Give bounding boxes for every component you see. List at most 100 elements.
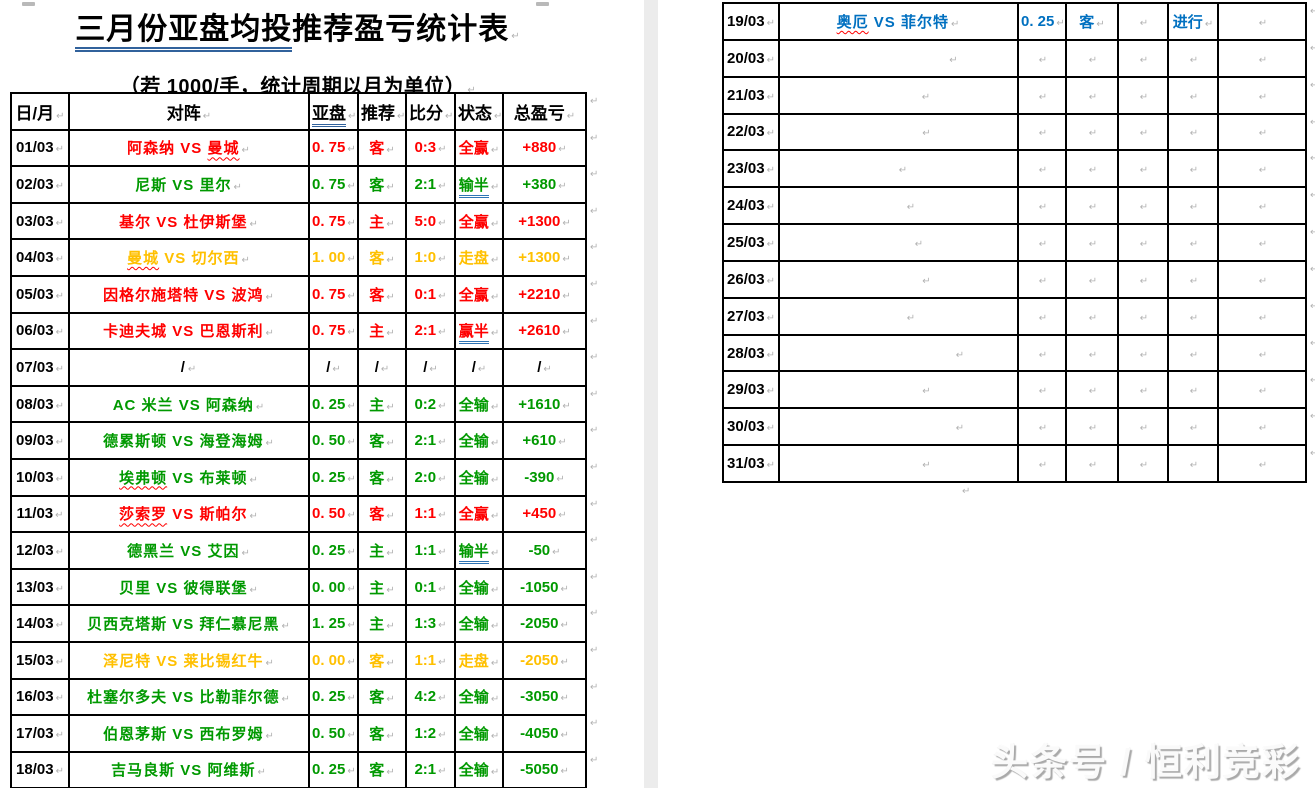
status-label: 全输 [458, 396, 489, 414]
total-value: +1300 [518, 212, 561, 230]
cell-total: ↵ [1217, 223, 1307, 262]
total-value: +1610 [518, 395, 561, 413]
end-of-row-mark: ↵ [1310, 79, 1315, 91]
cell-handicap-value: / [326, 358, 331, 376]
cell-status: ↵ [1167, 444, 1219, 483]
cell-date: 13/03 ↵ [10, 567, 70, 607]
team2-label: 布莱顿 [199, 469, 248, 487]
end-of-cell-mark: ↵ [558, 180, 567, 192]
end-of-cell-mark: ↵ [766, 386, 775, 398]
end-of-cell-mark: ↵ [55, 583, 64, 595]
column-header-label: 亚盘 [312, 103, 346, 127]
end-of-cell-mark: ↵ [386, 584, 395, 596]
cell-matchup: ↵ [778, 370, 1019, 410]
end-of-cell-mark: ↵ [386, 474, 395, 486]
cell-matchup: 曼城 VS 切尔西 ↵ [68, 238, 310, 277]
end-of-cell-mark: ↵ [906, 202, 917, 214]
end-of-cell-mark: ↵ [556, 473, 565, 485]
team1-label: 贝里 [119, 579, 152, 597]
cell-handicap: ↵ [1017, 333, 1067, 373]
cell-total: ↵ [1217, 296, 1307, 336]
end-of-cell-mark: ↵ [566, 110, 576, 122]
end-of-row-mark: ↵ [962, 486, 971, 497]
cell-score: 2:1 ↵ [405, 165, 456, 204]
end-of-row-mark: ↵ [590, 754, 599, 766]
total-value: -50 [528, 541, 551, 559]
end-of-cell-mark: ↵ [1096, 18, 1105, 30]
end-of-cell-mark: ↵ [55, 620, 64, 632]
cell-total: ↵ [1217, 370, 1307, 410]
end-of-cell-mark: ↵ [558, 144, 567, 156]
end-of-cell-mark: ↵ [1189, 128, 1199, 140]
end-of-row-mark: ↵ [1310, 374, 1315, 386]
end-of-row-mark: ↵ [590, 315, 599, 327]
status-label: 走盘 [458, 652, 489, 670]
table-row-19-03: 19/03 ↵ 奥厄 VS 菲尔特 ↵ 0. 25 ↵ 客 ↵ ↵ 进行 ↵ ↵ [722, 2, 1307, 41]
date-label: 24/03 [727, 197, 765, 215]
end-of-cell-mark: ↵ [1038, 165, 1048, 177]
cell-pick-value: 客 [369, 689, 385, 707]
cell-date: 03/03 ↵ [10, 201, 70, 241]
cell-date: 08/03 ↵ [10, 384, 70, 424]
cell-handicap-value: 0. 75 [312, 139, 346, 157]
cell-date: 07/03 ↵ [10, 348, 70, 387]
cell-date: 14/03 ↵ [10, 604, 70, 643]
end-of-cell-mark: ↵ [562, 327, 571, 339]
cell-score: 2:0 ↵ [405, 457, 456, 497]
team1-label: 吉马良斯 [111, 762, 176, 780]
cell-score: 0:3 ↵ [405, 128, 456, 168]
cell-score-value: 0:3 [414, 139, 437, 157]
end-of-cell-mark: ↵ [1038, 91, 1048, 103]
end-of-cell-mark: ↵ [766, 202, 775, 214]
table-row-28-03: 28/03 ↵ ↵ ↵ ↵ ↵ ↵ ↵ [722, 333, 1307, 373]
cell-handicap-value: 0. 75 [312, 322, 346, 340]
cell-score: 0:2 ↵ [405, 384, 456, 424]
team2-label: 波鸿 [231, 286, 264, 304]
table-row-13-03: 13/03 ↵ 贝里 VS 彼得联堡 ↵ 0. 00 ↵ 主 ↵ 0:1 ↵ 全输 ↵ -1050 ↵ [10, 567, 587, 607]
end-of-cell-mark: ↵ [438, 729, 447, 741]
cell-handicap: 0. 25 ↵ [308, 457, 359, 497]
end-of-cell-mark: ↵ [1038, 275, 1048, 287]
end-of-row-mark: ↵ [1310, 153, 1315, 165]
cell-score-value: 2:1 [414, 175, 437, 193]
end-of-cell-mark: ↵ [348, 110, 357, 122]
team1-label: 德累斯顿 [103, 433, 168, 451]
cell-total: +2210 ↵ [502, 274, 587, 314]
cell-pick-value: 客 [369, 469, 385, 487]
end-of-cell-mark: ↵ [438, 656, 447, 668]
cell-score-value: 1:1 [414, 541, 437, 559]
cell-date: 12/03 ↵ [10, 531, 70, 570]
end-of-cell-mark: ↵ [490, 145, 500, 157]
end-of-cell-mark: ↵ [766, 238, 775, 250]
end-of-cell-mark: ↵ [249, 511, 259, 523]
cell-score: ↵ [1117, 370, 1169, 410]
end-of-cell-mark: ↵ [766, 423, 775, 435]
cell-score-value: 0:2 [414, 395, 437, 413]
total-value: -3050 [520, 688, 559, 706]
team1-label: 奥厄 [836, 13, 869, 31]
date-label: 31/03 [727, 455, 765, 473]
end-of-cell-mark: ↵ [386, 255, 395, 267]
column-header-0: 日/月 ↵ [10, 92, 70, 131]
cell-handicap: ↵ [1017, 407, 1067, 447]
end-of-cell-mark: ↵ [477, 363, 487, 375]
total-value: / [537, 358, 542, 376]
table-row-01-03: 01/03 ↵ 阿森纳 VS 曼城 ↵ 0. 75 ↵ 客 ↵ 0:3 ↵ 全赢 ↵ +880 ↵ [10, 128, 587, 168]
cell-status: ↵ [1167, 370, 1219, 410]
end-of-cell-mark: ↵ [560, 729, 569, 741]
end-of-cell-mark: ↵ [1189, 423, 1199, 435]
page-gap-divider [644, 0, 658, 788]
cell-pick-value: 客 [369, 506, 385, 524]
cell-total: ↵ [1217, 259, 1307, 299]
cell-matchup: 莎索罗 VS 斯帕尔 ↵ [68, 494, 310, 534]
cell-handicap-value: 0. 25 [312, 761, 346, 779]
cell-status: 输半 ↵ [454, 165, 504, 204]
end-of-cell-mark: ↵ [265, 730, 275, 742]
end-of-cell-mark: ↵ [241, 255, 251, 267]
cell-date: 28/03 ↵ [722, 333, 780, 373]
end-of-cell-mark: ↵ [55, 144, 64, 156]
end-of-row-mark: ↵ [1310, 448, 1315, 460]
end-of-cell-mark: ↵ [1038, 349, 1048, 361]
cell-date: 10/03 ↵ [10, 457, 70, 497]
date-label: 07/03 [16, 358, 54, 376]
